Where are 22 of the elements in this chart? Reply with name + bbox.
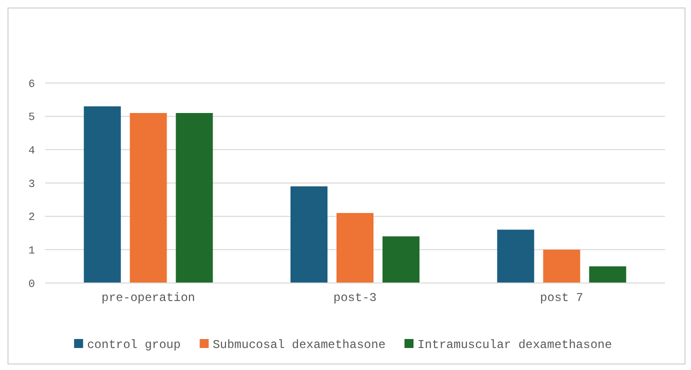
y-tick-label: 5 xyxy=(28,112,35,124)
y-tick-label: 4 xyxy=(28,146,36,158)
bar xyxy=(543,250,580,283)
y-tick-label: 3 xyxy=(28,178,35,191)
y-tick-label: 0 xyxy=(28,278,35,291)
x-tick-label: pre-operation xyxy=(102,291,196,305)
bar xyxy=(290,186,328,283)
bar xyxy=(336,213,374,283)
y-tick-label: 2 xyxy=(28,212,35,224)
bar xyxy=(130,113,167,283)
x-tick-label: post-3 xyxy=(333,291,377,305)
bar xyxy=(84,106,121,283)
legend-label: control group xyxy=(87,338,181,352)
y-tick-label: 6 xyxy=(28,78,35,91)
bar xyxy=(382,236,420,283)
legend-label: Intramuscular dexamethasone xyxy=(418,338,612,352)
y-tick-label: 1 xyxy=(28,246,36,258)
legend-label: Submucosal dexamethasone xyxy=(212,338,386,352)
bar xyxy=(497,230,534,283)
bar xyxy=(589,266,626,283)
bar xyxy=(176,113,213,283)
x-tick-label: post 7 xyxy=(540,291,584,305)
